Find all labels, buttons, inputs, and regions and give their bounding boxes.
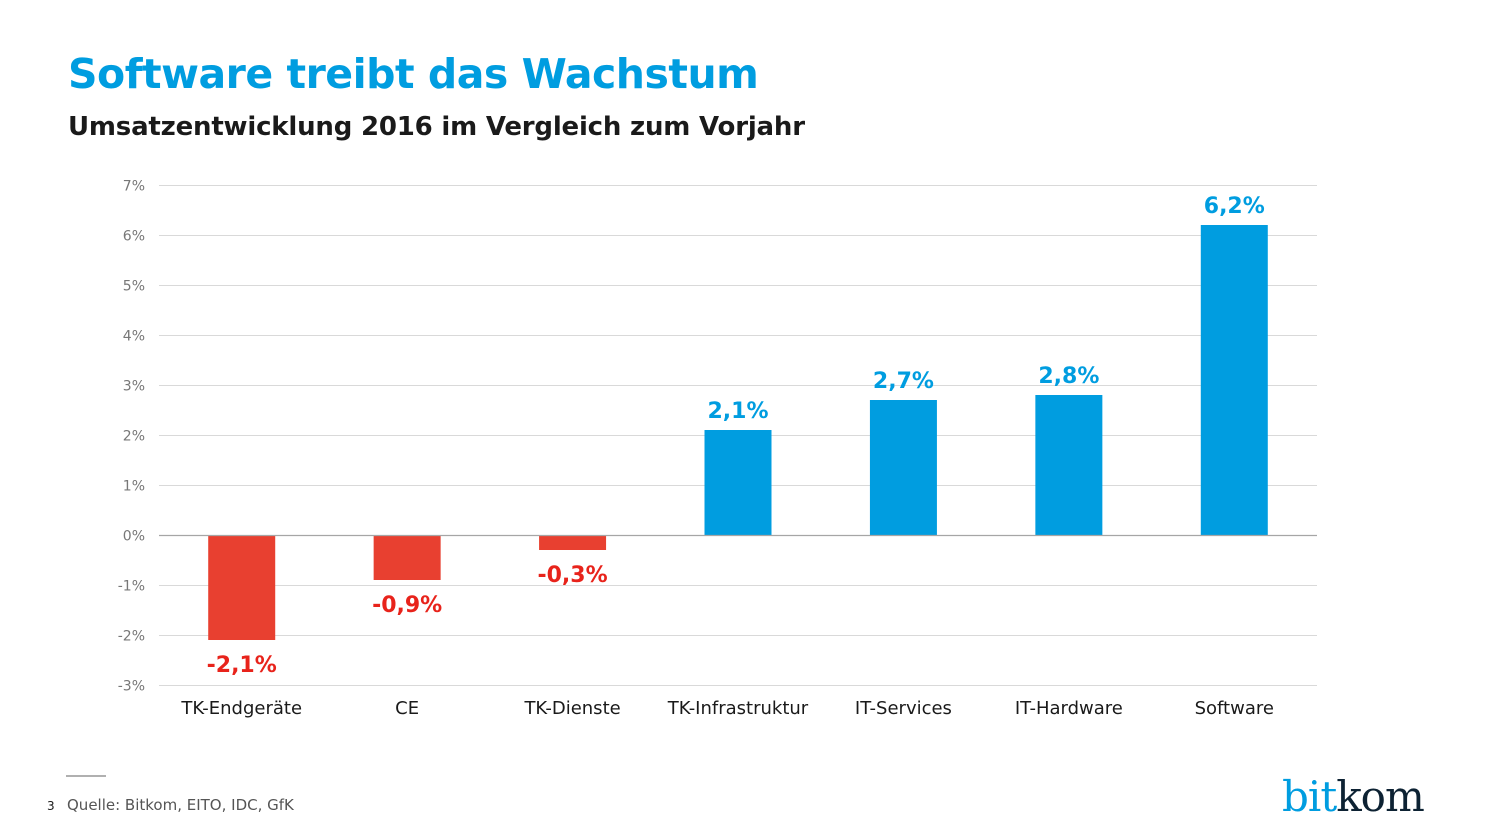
data-label: -2,1% xyxy=(207,653,277,678)
y-tick-label: 0% xyxy=(123,529,145,545)
data-label: 2,1% xyxy=(707,399,768,424)
page-title: Software treibt das Wachstum xyxy=(68,50,759,98)
y-tick-label: 4% xyxy=(123,329,145,345)
source-note: Quelle: Bitkom, EITO, IDC, GfK xyxy=(67,796,294,814)
category-label: TK-Endgeräte xyxy=(180,698,302,719)
y-tick-label: 3% xyxy=(123,379,145,395)
bar xyxy=(704,430,772,535)
logo-part-bit: bit xyxy=(1282,772,1337,821)
bar xyxy=(208,535,276,640)
logo-part-kom: kom xyxy=(1336,772,1425,821)
bar xyxy=(373,535,441,580)
y-tick-label: -2% xyxy=(118,629,145,645)
y-axis-ticks: 7% 6% 5% 4% 3% 2% 1% 0% -1% -2% -3% xyxy=(118,179,145,695)
data-label: 6,2% xyxy=(1204,194,1265,219)
y-tick-label: 2% xyxy=(123,429,145,445)
footer-divider xyxy=(66,775,106,777)
data-labels: -2,1% -0,9% -0,3% 2,1% 2,7% 2,8% 6,2% xyxy=(207,194,1265,678)
category-label: CE xyxy=(395,698,419,719)
data-label: 2,7% xyxy=(873,369,934,394)
y-tick-label: 5% xyxy=(123,279,145,295)
bar xyxy=(1035,395,1103,535)
category-label: IT-Hardware xyxy=(1015,698,1123,719)
category-label: IT-Services xyxy=(855,698,952,719)
data-label: -0,9% xyxy=(372,593,442,618)
y-tick-label: 1% xyxy=(123,479,145,495)
bar xyxy=(1200,225,1268,535)
y-tick-label: -3% xyxy=(118,679,145,695)
page-subtitle: Umsatzentwicklung 2016 im Vergleich zum … xyxy=(68,112,805,142)
data-label: -0,3% xyxy=(537,563,607,588)
data-label: 2,8% xyxy=(1038,364,1099,389)
bitkom-logo: bitkom xyxy=(1282,772,1425,821)
y-tick-label: 6% xyxy=(123,229,145,245)
y-tick-label: -1% xyxy=(118,579,145,595)
y-tick-label: 7% xyxy=(123,179,145,195)
category-label: TK-Infrastruktur xyxy=(667,698,809,719)
category-label: TK-Dienste xyxy=(523,698,620,719)
category-label: Software xyxy=(1195,698,1274,719)
bar xyxy=(539,535,607,550)
x-axis-categories: TK-Endgeräte CE TK-Dienste TK-Infrastruktur… xyxy=(180,698,1274,719)
bars xyxy=(208,225,1268,640)
bar xyxy=(869,400,937,535)
page-number: 3 xyxy=(47,799,55,813)
